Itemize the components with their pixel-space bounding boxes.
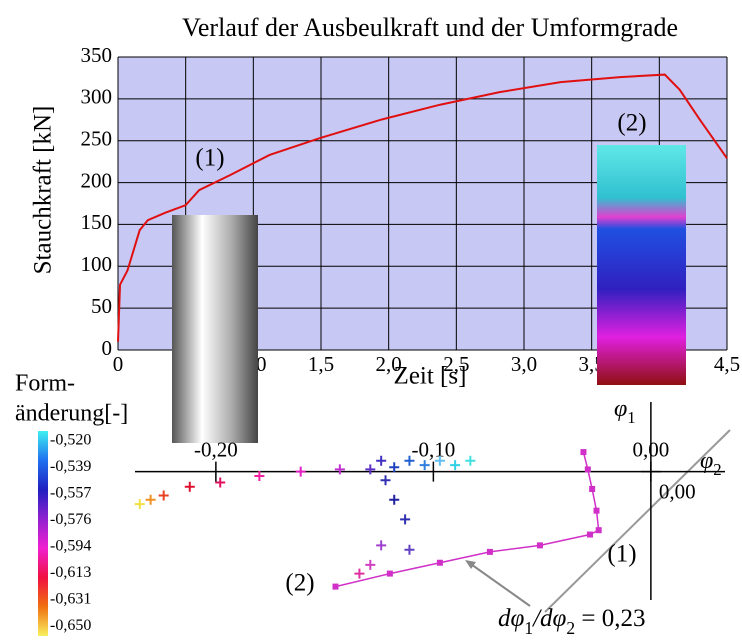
- figure: Verlauf der Ausbeulkraft und der Umformg…: [0, 0, 742, 640]
- x-axis-label-part: 2: [713, 460, 721, 479]
- x-tick-label: 0,00: [633, 437, 670, 461]
- point: [365, 464, 375, 474]
- point: [146, 495, 156, 505]
- tube-image-1: [172, 215, 258, 443]
- x-tick-label: 4,5: [714, 352, 740, 376]
- point: [254, 471, 264, 481]
- arrow-line: [468, 562, 530, 606]
- colorbar-label: -0,557: [50, 485, 91, 502]
- point: [389, 462, 399, 472]
- y-axis-label: Stauchkraft [kN]: [30, 106, 57, 275]
- annotation: (2): [617, 110, 646, 137]
- colorbar: [38, 431, 48, 636]
- annotation: (1): [195, 145, 224, 172]
- colorbar-label: -0,539: [50, 458, 91, 475]
- y-tick-label: 0,00: [659, 479, 696, 503]
- equation-part: = 0,23: [575, 605, 645, 632]
- y-tick-label: 50: [91, 294, 112, 318]
- y-axis-label: φ1: [614, 396, 636, 428]
- colorbar-label: -0,613: [50, 564, 91, 581]
- y-axis-label-part: φ: [614, 396, 627, 422]
- point: [365, 560, 375, 570]
- point: [437, 560, 443, 566]
- y-tick-label: 150: [81, 210, 113, 234]
- point: [594, 508, 600, 514]
- point: [420, 460, 430, 470]
- point: [135, 499, 145, 509]
- x-tick-label: 1,5: [308, 352, 334, 376]
- colorbar-label: -0,520: [50, 432, 91, 449]
- annotation: (1): [607, 541, 636, 568]
- point: [159, 490, 169, 500]
- y-tick-label: 250: [81, 127, 113, 151]
- equation: dφ1/dφ2 = 0,23: [498, 605, 645, 638]
- y-tick-label: 350: [81, 43, 113, 67]
- x-tick-label: 3,0: [511, 352, 537, 376]
- point: [596, 527, 602, 533]
- point: [389, 495, 399, 505]
- x-axis-label: Zeit [s]: [394, 363, 467, 390]
- tube-image-2: [597, 145, 686, 385]
- equation-part: dφ: [498, 605, 525, 632]
- point: [404, 545, 414, 555]
- point: [335, 464, 345, 474]
- colorbar-title: änderung[-]: [15, 401, 128, 427]
- chart-title: Verlauf der Ausbeulkraft und der Umformg…: [182, 13, 678, 42]
- annotation: (2): [285, 570, 314, 597]
- equation-part: 2: [566, 618, 575, 638]
- x-tick-label: 0: [113, 352, 124, 376]
- point: [400, 514, 410, 524]
- x-axis-label-part: φ: [700, 448, 713, 474]
- x-tick-label: -0,10: [412, 437, 456, 461]
- equation-part: 1: [524, 618, 533, 638]
- point: [376, 540, 386, 550]
- point: [587, 532, 593, 538]
- y-tick-label: 0: [102, 336, 113, 360]
- y-tick-label: 100: [81, 252, 113, 276]
- x-tick-label: -0,20: [194, 437, 238, 461]
- colorbar-label: -0,576: [50, 511, 91, 528]
- colorbar-title: Form-: [15, 371, 75, 397]
- y-axis-label-part: 1: [627, 408, 635, 427]
- point: [465, 456, 475, 466]
- point: [450, 460, 460, 470]
- point: [296, 467, 306, 477]
- x-axis-label: φ2: [700, 448, 722, 480]
- colorbar-label: -0,631: [50, 591, 91, 608]
- equation-part: /dφ: [531, 605, 566, 632]
- point: [381, 475, 391, 485]
- y-tick-label: 300: [81, 85, 113, 109]
- point: [333, 584, 339, 590]
- point: [487, 549, 493, 555]
- colorbar-label: -0,594: [50, 538, 91, 555]
- colorbar-label: -0,650: [50, 617, 91, 634]
- point: [354, 569, 364, 579]
- point: [376, 456, 386, 466]
- point: [387, 571, 393, 577]
- point: [589, 486, 595, 492]
- y-tick-label: 200: [81, 168, 113, 192]
- point: [585, 466, 591, 472]
- point: [185, 482, 195, 492]
- point: [537, 542, 543, 548]
- point: [580, 449, 586, 455]
- point: [215, 477, 225, 487]
